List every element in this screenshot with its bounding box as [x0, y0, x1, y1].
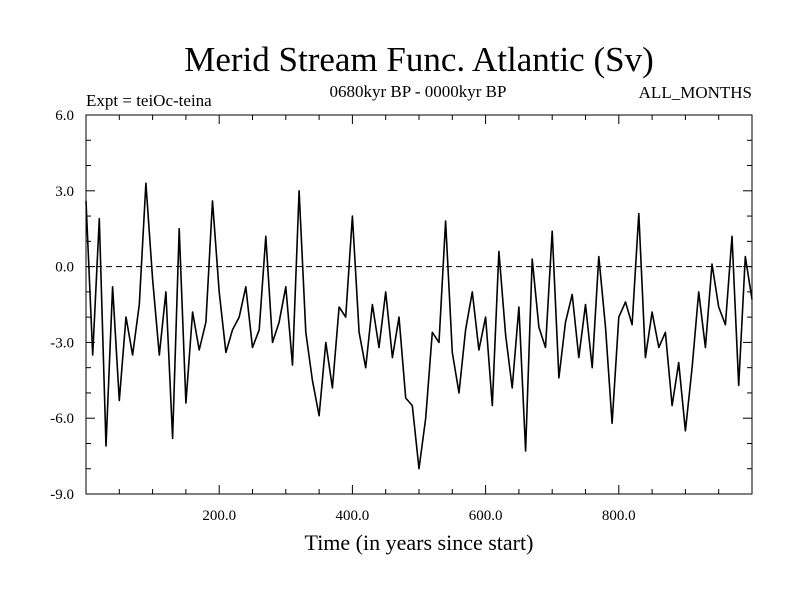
y-tick-label: -9.0: [50, 487, 74, 503]
x-tick-label: 200.0: [202, 508, 236, 524]
chart-title: Merid Stream Func. Atlantic (Sv): [184, 40, 654, 79]
period-label: 0680kyr BP - 0000kyr BP: [330, 82, 507, 101]
y-tick-label: 0.0: [55, 260, 74, 276]
expt-label: Expt = teiOc-teina: [86, 91, 212, 110]
y-tick-label: 3.0: [55, 184, 74, 200]
plot-frame: [85, 114, 753, 495]
y-tick-label: -6.0: [50, 411, 74, 427]
y-tick-label: -3.0: [50, 335, 74, 351]
series-line-amoc: [85, 182, 753, 470]
x-tick-label: 800.0: [602, 508, 636, 524]
y-tick-label: 6.0: [55, 108, 74, 124]
x-tick-label: 400.0: [336, 508, 370, 524]
x-axis-label: Time (in years since start): [305, 530, 534, 555]
months-label: ALL_MONTHS: [639, 83, 752, 102]
plot-area: 200.0 400.0 600.0 800.0 6.0 3.0 0.0 -3.0 -6.0 -9.…: [50, 108, 753, 524]
x-tick-label: 600.0: [469, 508, 503, 524]
